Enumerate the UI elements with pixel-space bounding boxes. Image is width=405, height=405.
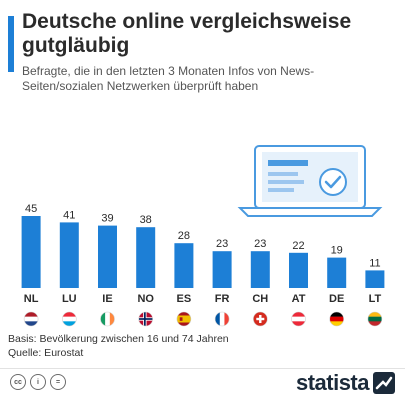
flag-ie-icon (100, 311, 115, 327)
flag-de-icon (329, 311, 345, 327)
footer-divider (0, 368, 405, 369)
bar-at (289, 252, 308, 288)
value-label-de: 19 (331, 245, 343, 257)
title-accent-bar (8, 16, 14, 72)
value-label-ch: 23 (254, 238, 266, 250)
bar-de (327, 257, 347, 288)
category-label-nl: NL (24, 293, 39, 305)
attribution-icon[interactable]: i (30, 374, 46, 390)
checkmark-icon (319, 168, 347, 196)
flag-ch-icon (252, 311, 268, 327)
no-derivatives-icon[interactable]: = (50, 374, 66, 390)
category-label-no: NO (137, 293, 154, 305)
value-label-es: 28 (178, 230, 190, 242)
flag-no-icon (138, 311, 153, 327)
chart-subtitle: Befragte, die in den letzten 3 Monaten I… (22, 64, 315, 93)
category-label-lu: LU (62, 293, 77, 305)
value-label-nl: 45 (25, 203, 37, 215)
value-label-ie: 39 (101, 213, 113, 225)
category-label-lt: LT (369, 293, 382, 305)
bar-nl (21, 216, 41, 288)
bar-lu (59, 222, 79, 288)
flag-fr-icon (214, 311, 230, 327)
flag-nl-icon (23, 311, 39, 327)
bar-ch (250, 251, 270, 288)
bar-es (174, 243, 194, 288)
category-label-fr: FR (215, 293, 230, 305)
value-label-at: 22 (292, 240, 304, 252)
footer-source: Quelle: Eurostat (8, 347, 84, 359)
license-icons: cc i = (10, 374, 66, 392)
value-label-fr: 23 (216, 238, 228, 250)
laptop-illustration (237, 145, 383, 217)
chart-title: Deutsche online vergleichsweise gutgläub… (22, 10, 352, 57)
category-label-es: ES (177, 293, 192, 305)
cc-icon[interactable]: cc (10, 374, 26, 390)
brand-name: statista (295, 370, 370, 395)
category-label-de: DE (329, 293, 344, 305)
bar-ie (98, 225, 117, 288)
category-label-at: AT (292, 293, 306, 305)
category-label-ie: IE (102, 293, 112, 305)
value-label-no: 38 (140, 214, 152, 226)
footer-basis: Basis: Bevölkerung zwischen 16 und 74 Ja… (8, 333, 229, 345)
bar-fr (212, 251, 232, 288)
bar-lt (365, 270, 385, 288)
value-label-lu: 41 (63, 209, 75, 221)
flag-es-icon (176, 311, 192, 327)
category-label-ch: CH (252, 293, 268, 305)
value-label-lt: 11 (369, 257, 380, 269)
flag-lt-icon (367, 311, 383, 327)
flag-at-icon (291, 311, 306, 327)
statista-logo-icon (373, 372, 395, 394)
statista-logo[interactable]: statista (296, 370, 395, 396)
laptop-base (237, 207, 383, 217)
flag-lu-icon (62, 311, 77, 327)
bar-no (136, 227, 156, 288)
